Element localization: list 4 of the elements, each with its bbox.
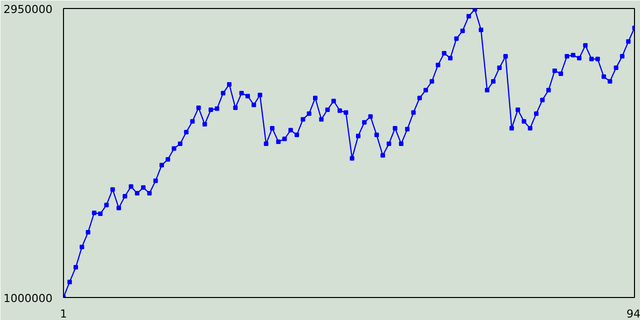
x-tick-label: 1 [60,308,67,320]
x-tick-label: 94 [626,308,640,320]
y-tick-label: 2950000 [4,3,53,16]
y-tick-label: 1000000 [4,292,53,305]
